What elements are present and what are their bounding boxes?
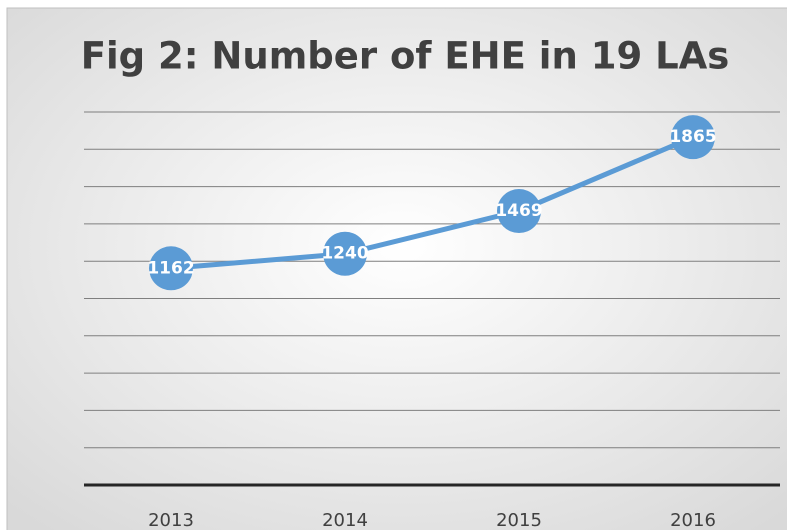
x-tick-label: 2015 <box>496 510 542 530</box>
data-label: 1865 <box>669 127 716 147</box>
data-label: 1162 <box>147 258 194 278</box>
series-line <box>170 134 694 271</box>
marker <box>497 189 541 234</box>
data-label: 1469 <box>495 201 542 221</box>
chart-background <box>6 7 787 530</box>
chart-title: Fig 2: Number of EHE in 19 LAs <box>81 35 730 78</box>
marker <box>149 246 193 291</box>
x-tick-label: 2014 <box>322 510 368 530</box>
x-tick-label: 2013 <box>148 510 194 530</box>
data-label: 1240 <box>321 244 368 264</box>
marker <box>671 115 715 160</box>
marker <box>323 231 367 276</box>
x-tick-label: 2016 <box>670 510 716 530</box>
